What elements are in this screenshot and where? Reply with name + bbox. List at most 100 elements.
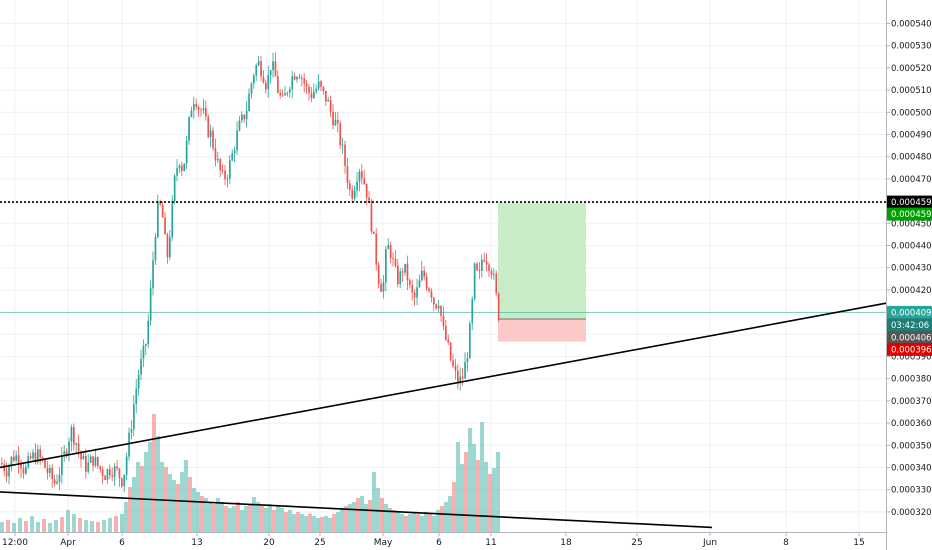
price-tick-label: 0.00043000 [891,264,932,274]
price-tick-label: 0.00036000 [891,419,932,429]
volume-bar [484,462,488,532]
candle-body [385,249,387,283]
candle-body [387,245,390,250]
volume-bar [420,516,424,532]
volume-bar [264,508,268,532]
volume-bar [148,442,152,532]
volume-bar [316,518,320,532]
candle-body [368,197,370,201]
volume-bar [320,517,324,532]
time-tick-label: 18 [560,538,572,548]
volume-bar [212,504,216,532]
candle-body [166,234,169,258]
candle-body [339,123,342,146]
price-axis[interactable]: 0.00032000 0.00033000 0.00034000 0.00035000… [886,0,932,550]
candle-body [58,474,61,482]
volume-bar [60,517,64,532]
candle-body [469,323,471,359]
candle-body [116,466,118,469]
volume-bar [136,462,140,532]
price-tick-label: 0.00038000 [891,375,932,385]
candle-body [137,374,140,389]
volume-bar [308,514,312,532]
candle-body [77,443,80,452]
time-tick-label: 15 [853,538,864,548]
candle-body [457,370,459,384]
volume-bar [384,504,388,532]
candle-body [173,175,176,201]
volume-bar [436,510,440,532]
volume-bar [292,514,296,532]
volume-bar [204,498,208,532]
candle-layer [1,52,500,493]
volume-bar [280,508,284,532]
time-axis[interactable]: 12:00 Apr 6 13 20 25 May 6 11 18 25 Jun 8 15 [0,532,886,550]
candle-body [351,189,354,199]
candle-body [109,469,111,476]
volume-bar [132,477,136,532]
volume-bar [42,519,46,532]
candle-body [257,61,260,66]
volume-bar [192,488,196,532]
candle-body [361,171,363,179]
candle-body [435,304,438,309]
candle-body [8,466,10,477]
candle-body [125,456,128,475]
level-price-tag: 0.00045955 [891,198,932,208]
candle-body [341,144,344,146]
candle-body [243,114,246,120]
candle-body [209,130,212,138]
candle-body [409,280,411,286]
countdown-tag: 03:42:06 [891,321,929,331]
candle-body [401,271,404,273]
volume-bar [296,512,300,532]
position-tool[interactable] [498,202,586,342]
candle-body [365,183,368,198]
candle-body [483,259,486,262]
candle-body [241,114,243,121]
volume-bar [372,472,376,532]
candle-body [281,95,284,97]
candle-body [229,160,231,179]
volume-bar [404,516,408,532]
volume-bar [200,496,204,532]
candle-body [5,471,8,477]
candle-body [202,108,205,111]
volume-bar [284,512,288,532]
volume-bar [268,504,272,532]
candle-body [183,163,186,171]
candle-body [320,81,322,87]
price-tick-label: 0.00045000 [891,219,932,229]
volume-bar [440,506,444,532]
price-tick-label: 0.00051000 [891,86,932,96]
volume-bar [188,477,192,532]
candle-body [277,76,279,93]
candle-body [113,466,116,477]
price-tick-label: 0.00054000 [891,20,932,30]
volume-bar [432,516,436,532]
volume-bar [488,474,492,532]
candle-body [332,111,334,126]
price-tick-label: 0.00034000 [891,464,932,474]
candle-body [195,104,198,108]
volume-bar [120,514,124,532]
candle-body [221,170,224,172]
candle-body [255,65,258,76]
volume-bar [12,523,16,532]
candle-body [433,297,435,305]
candle-body [289,89,291,93]
candle-body [497,293,500,321]
candle-body [1,463,3,465]
candle-body [406,263,409,281]
candle-body [154,236,157,261]
volume-bar [312,516,316,532]
volume-bar [216,498,220,532]
candle-body [478,270,481,271]
candle-body [466,358,469,363]
grid-layer [0,0,886,532]
drawings-layer[interactable] [0,201,887,529]
volume-bar [468,428,472,532]
volume-bar [472,444,476,532]
candle-body [238,120,241,131]
